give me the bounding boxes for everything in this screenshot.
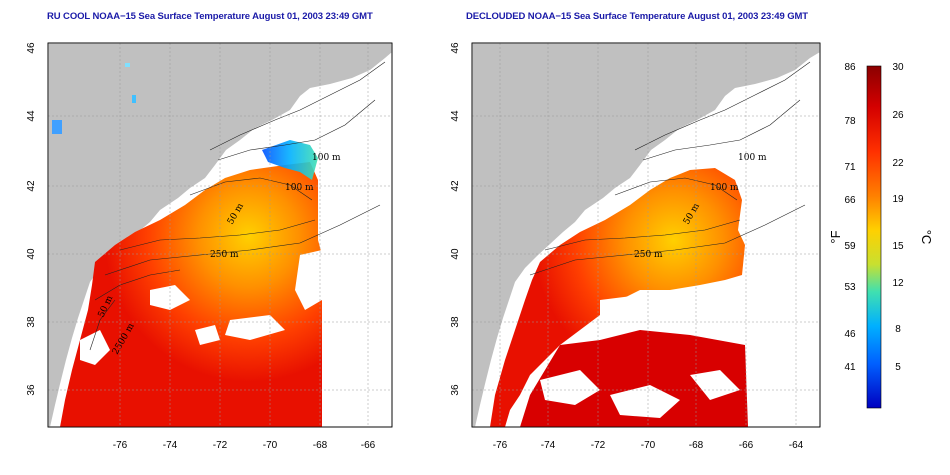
left-sst-field xyxy=(60,162,322,427)
left-panel-title: RU COOL NOAA−15 Sea Surface Temperature … xyxy=(47,11,373,22)
left-lon-tick: -72 xyxy=(213,440,228,451)
right-cloud-4 xyxy=(600,295,660,328)
right-lat-tick: 36 xyxy=(450,384,461,396)
left-lat-tick: 42 xyxy=(26,180,37,192)
left-map: 100 m 100 m 50 m 250 m 50 m 2500 m xyxy=(47,42,393,428)
c-tick: 30 xyxy=(892,62,904,73)
colorbar-celsius-ticks: 30 26 22 19 15 12 8 5 xyxy=(892,62,904,373)
right-lat-tick: 44 xyxy=(450,110,461,122)
left-lon-tick: -70 xyxy=(263,440,278,451)
left-cloud-3 xyxy=(225,315,285,340)
right-depth-label-4: 250 m xyxy=(634,250,663,260)
colorbar-fahrenheit-ticks: 86 78 71 66 59 53 46 41 xyxy=(844,62,856,373)
left-lon-tick: -66 xyxy=(361,440,376,451)
left-lat-tick: 44 xyxy=(26,110,37,122)
right-grid xyxy=(472,43,820,427)
celsius-unit-label: °C xyxy=(919,230,934,245)
c-tick: 5 xyxy=(895,362,901,373)
left-speck-2 xyxy=(132,95,136,103)
left-lon-tick: -74 xyxy=(163,440,178,451)
f-tick: 53 xyxy=(844,282,856,293)
f-tick: 71 xyxy=(844,162,856,173)
right-land xyxy=(472,43,820,427)
left-grid xyxy=(48,43,392,427)
left-speck-1 xyxy=(52,120,62,134)
right-lon-tick: -66 xyxy=(739,440,754,451)
right-lon-tick: -68 xyxy=(689,440,704,451)
left-speck-3 xyxy=(125,63,130,67)
left-cloud-1 xyxy=(295,250,322,310)
colorbar: 86 78 71 66 59 53 46 41 30 26 22 19 15 1… xyxy=(828,62,934,409)
f-tick: 46 xyxy=(844,329,856,340)
left-cloud-5 xyxy=(80,330,110,365)
f-tick: 66 xyxy=(844,195,856,206)
right-lat-tick: 46 xyxy=(450,42,461,54)
right-depth-label-1: 100 m xyxy=(738,153,767,163)
left-cloud-4 xyxy=(195,325,220,345)
left-lat-tick: 40 xyxy=(26,248,37,260)
f-tick: 78 xyxy=(844,116,856,127)
left-depth-label-1: 100 m xyxy=(312,153,341,163)
f-tick: 86 xyxy=(844,62,856,73)
right-contours xyxy=(529,61,811,276)
right-lat-tick: 40 xyxy=(450,248,461,260)
c-tick: 19 xyxy=(892,194,904,205)
c-tick: 22 xyxy=(892,158,904,169)
right-lon-tick: -70 xyxy=(641,440,656,451)
left-land xyxy=(48,43,392,427)
left-cold-region xyxy=(262,140,318,180)
right-lat-tick: 38 xyxy=(450,316,461,328)
right-lon-ticks: -76 -74 -72 -70 -68 -66 -64 xyxy=(493,440,804,451)
left-lat-ticks: 36 38 40 42 44 46 xyxy=(26,42,37,396)
left-lat-tick: 38 xyxy=(26,316,37,328)
left-contours xyxy=(89,61,386,351)
left-depth-label-2: 100 m xyxy=(285,183,314,193)
f-tick: 41 xyxy=(844,362,856,373)
right-cloud-2 xyxy=(610,385,680,418)
right-panel-title: DECLOUDED NOAA−15 Sea Surface Temperatur… xyxy=(466,11,809,22)
right-cloud-1 xyxy=(540,370,600,405)
f-tick: 59 xyxy=(844,241,856,252)
left-lat-tick: 36 xyxy=(26,384,37,396)
right-lon-tick: -72 xyxy=(591,440,606,451)
c-tick: 8 xyxy=(895,324,901,335)
c-tick: 26 xyxy=(892,110,904,121)
c-tick: 15 xyxy=(892,241,904,252)
left-lon-tick: -76 xyxy=(113,440,128,451)
left-lon-ticks: -76 -74 -72 -70 -68 -66 xyxy=(113,440,376,451)
right-cloud-3 xyxy=(690,370,740,400)
fahrenheit-unit-label: °F xyxy=(828,230,843,243)
c-tick: 12 xyxy=(892,278,904,289)
left-lat-tick: 46 xyxy=(26,42,37,54)
colorbar-gradient xyxy=(866,65,882,409)
right-lat-tick: 42 xyxy=(450,180,461,192)
left-lon-tick: -68 xyxy=(313,440,328,451)
right-lon-tick: -64 xyxy=(789,440,804,451)
left-depth-label-4: 250 m xyxy=(210,250,239,260)
right-lon-tick: -74 xyxy=(541,440,556,451)
left-cloud-2 xyxy=(150,285,190,310)
right-map: 100 m 100 m 50 m 250 m xyxy=(471,42,821,428)
right-lat-ticks: 36 38 40 42 44 46 xyxy=(450,42,461,396)
right-lon-tick: -76 xyxy=(493,440,508,451)
right-depth-label-2: 100 m xyxy=(710,183,739,193)
